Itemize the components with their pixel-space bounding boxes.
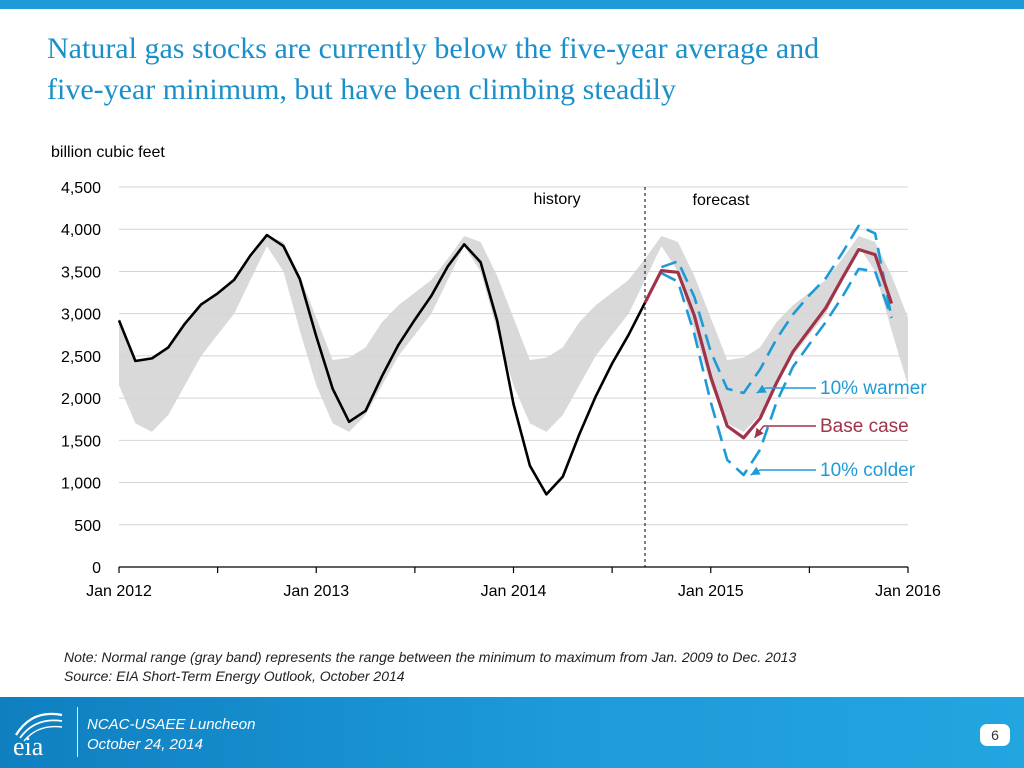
x-tick-label: Jan 2012 <box>86 583 152 600</box>
x-tick-label: Jan 2014 <box>481 583 547 600</box>
y-axis-title: billion cubic feet <box>51 144 165 161</box>
warmer-scenario-line <box>660 224 893 395</box>
normal-range-band <box>710 236 908 432</box>
event-name: NCAC-USAEE Luncheon <box>87 716 256 733</box>
annotation-arrowhead <box>756 384 767 394</box>
footer-bar: eia NCAC-USAEE Luncheon October 24, 2014… <box>0 697 1024 768</box>
base-case-line <box>643 247 894 440</box>
y-tick-label: 2,000 <box>61 391 101 408</box>
normal-range-band <box>316 236 514 432</box>
y-tick-label: 1,000 <box>61 476 101 493</box>
x-tick-label: Jan 2015 <box>678 583 744 600</box>
base-case-annotation: Base case <box>820 416 909 437</box>
history-label: history <box>533 191 580 208</box>
top-accent-bar <box>0 0 1024 9</box>
slide-title-line-1: Natural gas stocks are currently below t… <box>47 32 820 65</box>
y-tick-label: 3,000 <box>61 307 101 324</box>
y-tick-label: 2,500 <box>61 349 101 366</box>
y-tick-label: 4,500 <box>61 180 101 197</box>
y-tick-label: 500 <box>74 518 101 535</box>
x-tick-label: Jan 2016 <box>875 583 941 600</box>
eia-logo: eia <box>13 712 63 761</box>
y-tick-label: 0 <box>92 560 101 577</box>
footer-divider <box>77 707 78 757</box>
page-number: 6 <box>980 724 1010 746</box>
event-date: October 24, 2014 <box>87 736 203 753</box>
y-tick-label: 3,500 <box>61 264 101 281</box>
note-line: Note: Normal range (gray band) represent… <box>64 649 797 665</box>
history-line <box>117 233 647 496</box>
source-line: Source: EIA Short-Term Energy Outlook, O… <box>64 668 405 684</box>
slide-title-line-2: five-year minimum, but have been climbin… <box>47 73 676 106</box>
warmer-annotation: 10% warmer <box>820 378 927 399</box>
slide-title: Natural gas stocks are currently below t… <box>47 28 997 110</box>
normal-range-band <box>513 236 711 432</box>
footer-text: NCAC-USAEE Luncheon October 24, 2014 <box>87 715 255 755</box>
colder-annotation: 10% colder <box>820 460 916 481</box>
colder-scenario-line <box>660 267 893 477</box>
annotation-arrowhead <box>750 466 761 475</box>
y-tick-label: 1,500 <box>61 433 101 450</box>
annotation-arrowhead <box>754 427 764 438</box>
normal-range-band <box>119 236 317 432</box>
y-tick-label: 4,000 <box>61 222 101 239</box>
chart-note: Note: Normal range (gray band) represent… <box>64 648 1004 686</box>
forecast-label: forecast <box>693 192 750 209</box>
eia-logo-text: eia <box>13 732 44 761</box>
storage-chart: billion cubic feet 0 500 1,000 1,500 2,000 2,5… <box>51 144 941 600</box>
x-tick-label: Jan 2013 <box>283 583 349 600</box>
